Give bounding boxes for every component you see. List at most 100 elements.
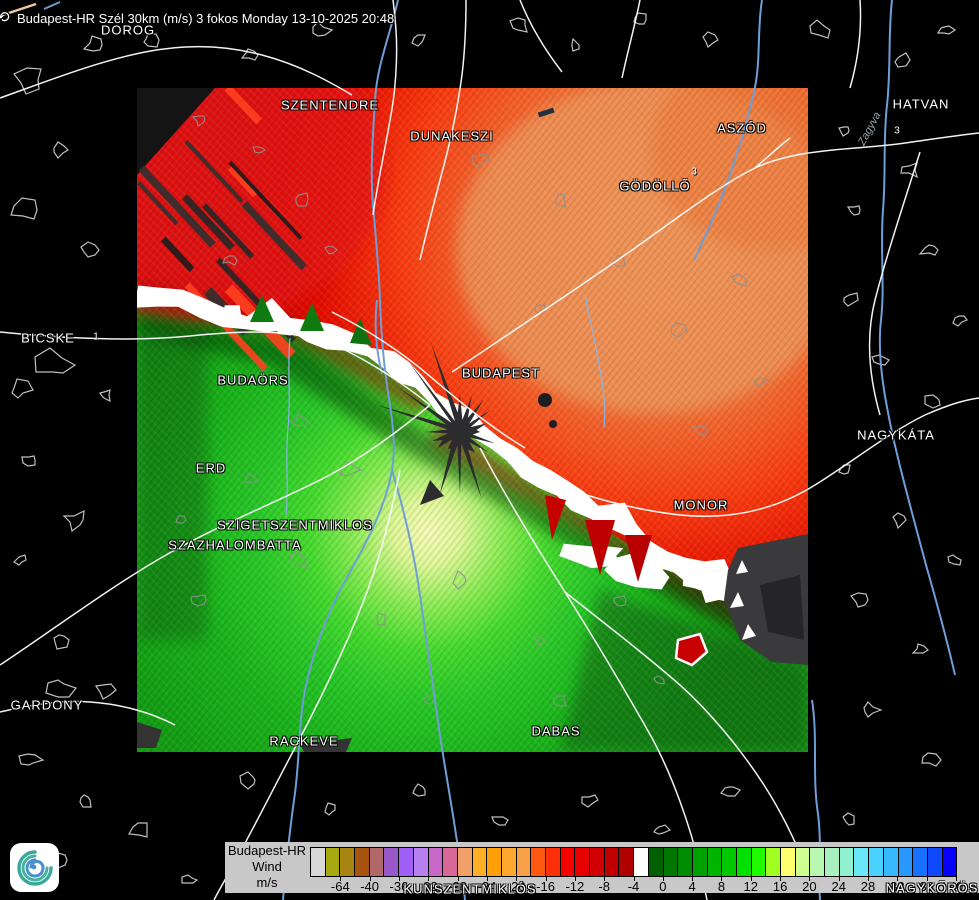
tick-label: 0 [659,879,667,894]
tick-mark [721,876,723,881]
spiral-logo-glyph [16,849,53,886]
tick-mark [633,876,635,881]
legend-swatch [443,848,458,876]
legend-swatch [325,848,341,876]
legend-swatch [604,848,620,876]
tick-mark [926,876,928,881]
legend-swatch [898,848,914,876]
legend-swatch [781,848,796,876]
tick-mark [398,876,400,881]
tick-mark [838,876,840,881]
legend-swatch [634,848,649,876]
tick-label: 24 [831,879,846,894]
tick-mark [574,876,576,881]
tick-mark [662,876,664,881]
legend-label: Budapest-HR Wind m/s [225,843,309,891]
tick-label: -64 [330,879,350,894]
legend-swatch [501,848,517,876]
legend-swatch [384,848,400,876]
legend-swatch [766,848,781,876]
legend-swatch [311,848,326,876]
legend-field: Wind [252,859,282,874]
legend-swatch [678,848,693,876]
tick-mark [516,876,518,881]
legend-swatch [751,848,767,876]
legend-swatch [810,848,826,876]
tick-label: 4 [688,879,696,894]
legend-swatch [619,848,635,876]
tick-mark [486,876,488,881]
tick-label: -36 [389,879,409,894]
legend-swatch [340,848,356,876]
tick-mark [692,876,694,881]
title-bar: ⟲ Budapest-HR Szél 30km (m/s) 3 fokos Mo… [0,9,394,27]
tick-mark [369,876,371,881]
legend-swatch [546,848,561,876]
tick-label: 32 [890,879,905,894]
legend-swatch [369,848,385,876]
legend-swatch [648,848,664,876]
tick-mark [545,876,547,881]
tick-label: -40 [360,879,380,894]
tick-label: -28 [448,879,467,894]
legend-swatch [736,848,752,876]
tick-label: 8 [717,879,726,894]
tick-label: 40 [948,879,964,894]
tick-mark [868,876,870,881]
legend-panel: Budapest-HR Wind m/s -64 -40 -36 -32 -28 -24-… [225,842,979,894]
tick-label: -4 [627,879,640,894]
tick-label: 28 [860,879,876,894]
tick-label: -8 [598,879,610,894]
legend-swatch [428,848,444,876]
tick-mark [956,876,957,881]
tick-label: 36 [919,879,934,894]
legend-swatch [355,848,370,876]
legend-swatch [531,848,546,876]
page-title: Budapest-HR Szél 30km (m/s) 3 fokos Mond… [17,10,395,26]
legend-swatch [722,848,737,876]
tick-mark [604,876,606,881]
radar-field [137,88,808,752]
refresh-icon: ⟲ [0,9,10,26]
tick-label: -16 [536,879,555,894]
colorbar-tick-labels: -64 -40 -36 -32 -28 -24 -20 -16 -12 -8 -4 0 4 8 12 16 20… [311,879,963,894]
tick-mark [428,876,430,881]
legend-swatch [487,848,502,876]
legend-swatch [913,848,928,876]
legend-swatch [575,848,591,876]
legend-swatch [399,848,414,876]
tick-mark [457,876,459,881]
legend-swatch [663,848,679,876]
legend-swatch [869,848,884,876]
colorbar-ticks [311,876,957,882]
tick-label: 20 [802,879,817,894]
spiral-logo [10,843,59,892]
tick-label: -20 [506,879,526,894]
legend-swatch [707,848,723,876]
legend-swatch [692,848,708,876]
colorbar [310,847,957,877]
tick-label: -32 [418,879,438,894]
legend-swatch [457,848,473,876]
tick-label: -24 [477,879,497,894]
legend-swatch [516,848,532,876]
tick-label: 16 [772,879,788,894]
legend-swatch [854,848,870,876]
legend-swatch [560,848,576,876]
tick-label: -12 [565,879,585,894]
legend-swatch [795,848,811,876]
tick-mark [340,876,342,881]
legend-swatch [413,848,429,876]
legend-unit: m/s [256,875,278,890]
tick-mark [809,876,811,881]
legend-swatch [883,848,899,876]
legend-swatch [472,848,488,876]
legend-swatch [590,848,605,876]
tick-mark [750,876,752,881]
tick-label: 12 [743,879,758,894]
legend-swatch [927,848,943,876]
legend-swatch [825,848,840,876]
